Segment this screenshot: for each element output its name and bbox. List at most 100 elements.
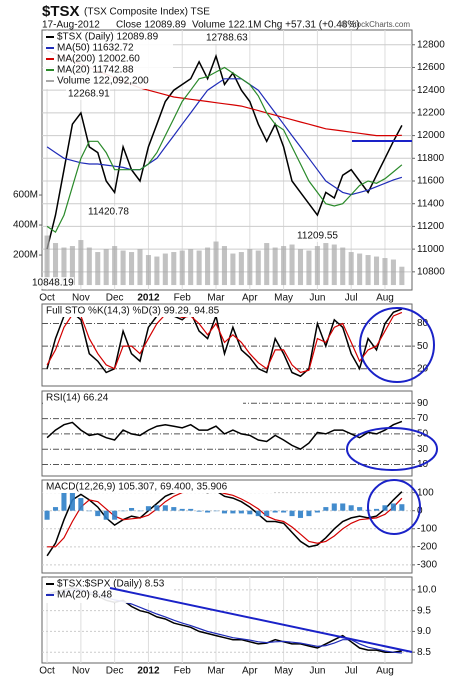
y-tick-label: 11600: [417, 176, 445, 187]
bar: [154, 256, 160, 286]
x-tick-label: 2012: [137, 293, 160, 304]
bar: [61, 492, 67, 511]
bar: [264, 510, 270, 517]
bar: [154, 505, 160, 511]
annotation-bg: [30, 277, 74, 289]
ratio-trendline: [109, 587, 413, 653]
y-tick-label: 10800: [417, 266, 445, 277]
bar: [230, 510, 236, 514]
x-tick-label: Nov: [72, 293, 90, 304]
panels: Oct Nov Dec 2012 Feb Mar Apr May Jun Jul Aug 10800 1…: [13, 29, 445, 677]
bar: [69, 246, 75, 286]
bar: [314, 246, 320, 286]
y-tick-label: 70: [417, 413, 429, 424]
x-tick-label: Apr: [242, 666, 258, 677]
bar: [323, 243, 329, 286]
bar: [179, 508, 185, 511]
series-line: [46, 53, 403, 250]
series-line: [46, 311, 403, 374]
bar: [171, 507, 177, 511]
y-tick-label: 12600: [417, 62, 445, 73]
bar: [314, 510, 320, 513]
y-tick-label: 11800: [417, 153, 445, 164]
legend-entry: Volume 122,092,200: [57, 76, 149, 87]
bar: [289, 244, 295, 286]
bar: [289, 510, 295, 517]
series-line: [46, 66, 403, 233]
series-line: [46, 420, 403, 451]
x-tick-label: Jun: [309, 666, 325, 677]
annotation: 11420.78: [88, 207, 129, 218]
bar: [69, 489, 75, 511]
bar: [137, 510, 143, 512]
bar: [373, 256, 380, 286]
annotation-drawings: [109, 140, 438, 653]
legend-entry: MA(50) 11632.72: [57, 43, 134, 54]
x-tick-label: Feb: [174, 293, 192, 304]
index-name: (TSX Composite Index) TSE: [84, 7, 210, 18]
series-line: [46, 78, 403, 196]
bar: [179, 250, 185, 286]
bar: [112, 246, 118, 286]
bar: [390, 259, 396, 286]
y2-tick-label: 200M: [13, 250, 38, 261]
bar: [61, 247, 67, 286]
bar: [52, 243, 59, 286]
x-tick-label: Jul: [345, 666, 358, 677]
bar: [213, 510, 219, 512]
annotation: 11209.55: [297, 231, 338, 242]
macd-circle: [367, 479, 421, 535]
x-tick-label: Jul: [345, 293, 358, 304]
bar: [78, 240, 84, 286]
annotation: 10848.19: [32, 278, 74, 289]
bar: [306, 250, 312, 286]
bar: [323, 507, 329, 511]
y2-tick-label: 600M: [13, 190, 38, 201]
x-tick-label: Aug: [376, 293, 394, 304]
bar: [331, 244, 337, 286]
bar: [145, 506, 151, 511]
y-tick-label: 80: [417, 318, 429, 329]
bar: [247, 510, 253, 515]
series-line: [46, 308, 403, 378]
bar: [247, 249, 253, 286]
legend-bg: [43, 481, 273, 493]
y-tick-label: 11400: [417, 198, 445, 209]
rsi-circle: [346, 427, 438, 471]
y-tick-label: 12200: [417, 108, 445, 119]
bar: [188, 508, 194, 511]
y-tick-label: -200: [417, 541, 437, 552]
panel-title: RSI(14) 66.24: [46, 393, 109, 404]
bar: [399, 266, 405, 286]
legend-bg: [43, 392, 243, 404]
bar: [103, 249, 109, 286]
bar: [272, 247, 278, 286]
bar: [196, 250, 202, 286]
y-tick-label: 12800: [417, 39, 445, 50]
x-tick-label: May: [274, 293, 293, 304]
annotation: 12788.63: [206, 33, 248, 44]
bar: [382, 258, 388, 286]
close: Close 12089.89: [116, 20, 186, 31]
legend-entry: MA(200) 12002.60: [57, 54, 140, 65]
bar: [281, 510, 287, 513]
x-tick-label: Oct: [39, 666, 55, 677]
y-tick-label: 10.0: [417, 585, 437, 596]
x-tick-label: Dec: [106, 666, 124, 677]
y-tick-label: 9.0: [417, 626, 431, 637]
bar: [221, 246, 227, 286]
bar: [230, 253, 236, 286]
bar: [145, 255, 151, 286]
series-line: [47, 489, 403, 548]
bar: [162, 505, 168, 511]
change: Chg +57.31 (+0.48%): [264, 20, 360, 31]
volume: Volume 122.1M: [192, 20, 262, 31]
bar: [103, 510, 109, 520]
bar: [86, 510, 92, 512]
bar: [188, 249, 194, 286]
bar: [213, 241, 219, 286]
symbol: $TSX: [42, 3, 80, 20]
y-tick-label: 11000: [417, 244, 445, 255]
x-tick-label: May: [274, 666, 293, 677]
